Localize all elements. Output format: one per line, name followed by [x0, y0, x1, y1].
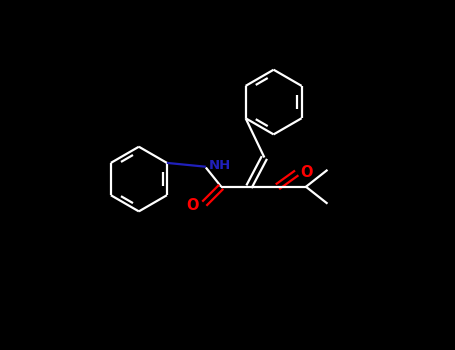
Text: O: O: [301, 164, 313, 180]
Text: NH: NH: [209, 159, 231, 172]
Text: O: O: [187, 198, 199, 213]
